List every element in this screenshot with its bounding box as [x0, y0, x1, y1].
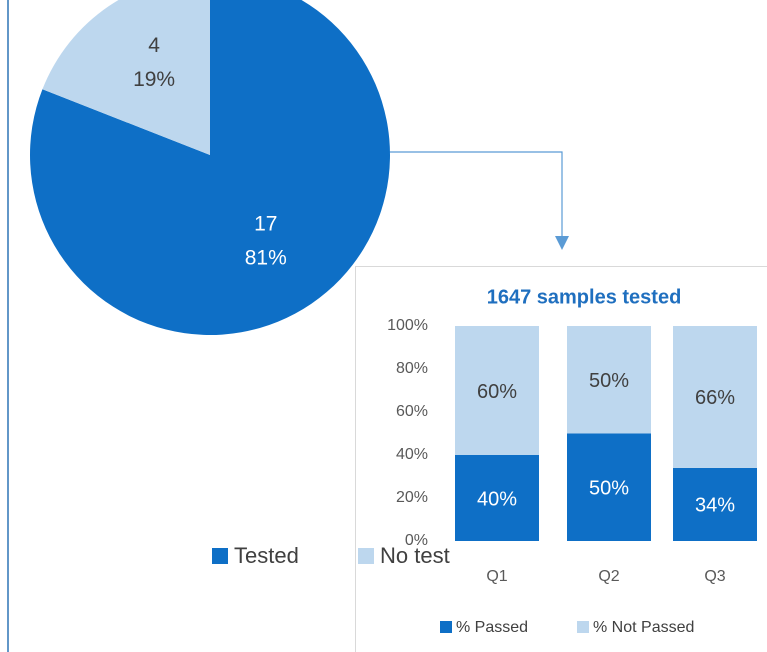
bar-segment	[673, 326, 757, 468]
bar-value-label: 40%	[477, 488, 517, 510]
bar-segment	[673, 467, 757, 541]
bar-chart-title: 1647 samples tested	[487, 286, 682, 308]
bar-segment	[567, 326, 651, 434]
x-tick-label: Q2	[598, 568, 619, 585]
bar-value-label: 50%	[589, 478, 629, 500]
legend-label: Tested	[234, 543, 299, 568]
y-tick-label: 40%	[396, 446, 428, 463]
legend-swatch	[358, 548, 374, 564]
bar-segment	[455, 326, 539, 455]
legend-label: No test	[380, 543, 450, 568]
bar-segment	[455, 455, 539, 541]
y-tick-label: 100%	[387, 317, 428, 334]
bar-value-label: 50%	[589, 370, 629, 392]
arrow-head	[555, 236, 569, 250]
legend-label: % Passed	[456, 619, 528, 636]
y-tick-label: 60%	[396, 403, 428, 420]
pie-value-label: 17	[254, 212, 277, 235]
y-tick-label: 80%	[396, 360, 428, 377]
bar-value-label: 60%	[477, 381, 517, 403]
bar-segment	[567, 433, 651, 541]
bar-value-label: 34%	[695, 495, 735, 517]
pie-percent-label: 81%	[245, 246, 287, 269]
pie-slice	[30, 0, 390, 335]
pie-value-label: 4	[148, 34, 160, 57]
legend-swatch	[212, 548, 228, 564]
bar-value-label: 66%	[695, 387, 735, 409]
legend-swatch	[577, 621, 589, 633]
x-tick-label: Q1	[486, 568, 507, 585]
y-tick-label: 0%	[405, 532, 428, 549]
y-tick-label: 20%	[396, 489, 428, 506]
x-tick-label: Q3	[704, 568, 725, 585]
pie-slice	[42, 0, 210, 155]
legend-swatch	[440, 621, 452, 633]
pie-percent-label: 19%	[133, 68, 175, 91]
legend-label: % Not Passed	[593, 619, 694, 636]
connector-arrow	[318, 151, 563, 236]
